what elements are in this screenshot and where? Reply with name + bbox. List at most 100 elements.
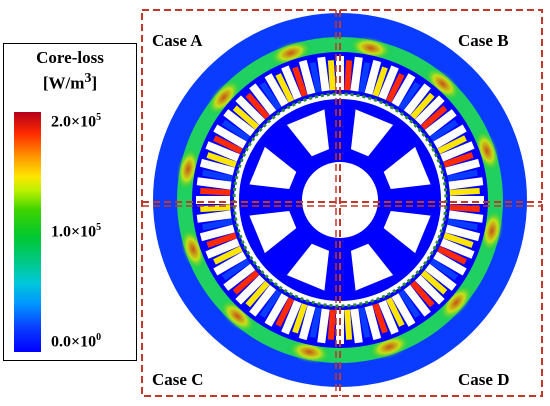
stator-slot — [223, 109, 256, 137]
stator-slot — [213, 251, 247, 276]
stator-tooth — [344, 309, 353, 340]
stator-tooth — [213, 135, 243, 155]
stator-slot — [298, 59, 316, 95]
stator-tooth — [358, 62, 371, 93]
stator-tooth — [410, 280, 435, 308]
stator-slot — [281, 65, 302, 100]
stator-tooth — [221, 258, 251, 281]
stator-slot — [249, 83, 277, 116]
stator-slot — [391, 293, 416, 327]
stator-tooth — [420, 270, 448, 295]
stator-tooth — [372, 303, 388, 334]
stator-tooth — [275, 297, 295, 327]
stator-slot — [298, 305, 316, 341]
rotor-cavity — [249, 146, 297, 190]
yoke-hotspot — [439, 284, 473, 321]
stator-slot — [213, 124, 247, 149]
stator-slot — [364, 305, 382, 341]
stator-tooth — [292, 303, 308, 334]
case-d-label: Case D — [458, 370, 509, 389]
rotor-cavities — [249, 109, 431, 291]
stator-slot — [378, 300, 399, 335]
stator-slot — [414, 274, 445, 305]
stator-tooth — [385, 297, 405, 327]
legend-title: Core-loss — [36, 48, 104, 67]
stator-tooth — [449, 187, 480, 196]
stator-slot — [205, 141, 240, 162]
stator-slot — [249, 284, 277, 317]
stator-tooth — [398, 289, 421, 319]
stator-tooth — [292, 66, 308, 97]
stator-tooth — [245, 92, 270, 120]
stator-tooth — [443, 232, 474, 248]
stator-tooth — [206, 152, 237, 168]
stator-slot — [350, 56, 363, 92]
stator-tooth — [309, 307, 322, 338]
stator-slots — [196, 56, 484, 344]
stator-slot — [424, 109, 457, 137]
rotor-cavity — [383, 146, 431, 190]
stator-slot — [440, 141, 475, 162]
stator-slot — [264, 73, 289, 107]
case-b-label: Case B — [458, 31, 509, 50]
stator-slot — [199, 158, 235, 176]
stator-slot — [317, 56, 330, 92]
stator-slot — [391, 73, 416, 107]
rotor-cavity — [286, 109, 330, 157]
stator-slot — [414, 95, 445, 126]
case-a-label: Case A — [152, 31, 203, 50]
stator-teeth — [200, 60, 480, 340]
stator-tooth — [385, 73, 405, 103]
stator-tooth — [398, 81, 421, 111]
stator-slot — [403, 83, 431, 116]
stator-tooth — [447, 218, 478, 231]
rotor-cavity — [249, 210, 297, 254]
legend-tick-mid: 1.0×105 — [51, 222, 102, 241]
rotor-cavity — [286, 243, 330, 291]
stator-tooth — [259, 289, 282, 319]
stator-slot — [235, 274, 266, 305]
stator-tooth — [327, 309, 336, 340]
stator-slot — [433, 124, 467, 149]
stator-slot — [364, 59, 382, 95]
stator-slot — [378, 65, 399, 100]
stator-tooth — [447, 169, 478, 182]
stator-tooth — [358, 307, 371, 338]
stator-slot — [445, 158, 481, 176]
stator-tooth — [213, 245, 243, 265]
legend-tick-min: 0.0×100 — [51, 332, 102, 351]
motor-core-loss-map: Case A Case B Case C Case D — [141, 9, 543, 397]
stator — [153, 13, 527, 387]
stator-tooth — [420, 105, 448, 130]
stator-slot — [264, 293, 289, 327]
case-c-label: Case C — [152, 370, 203, 389]
stator-slot — [205, 238, 240, 259]
stator-slot — [440, 238, 475, 259]
stator-slot — [235, 95, 266, 126]
stator-slot — [424, 263, 457, 291]
stator-tooth — [232, 270, 260, 295]
stator-slot — [403, 284, 431, 317]
stator-tooth — [309, 62, 322, 93]
stator-tooth — [202, 169, 233, 182]
stator-slot — [350, 308, 363, 344]
stator-slot — [448, 210, 484, 223]
stator-slot — [196, 210, 232, 223]
stator-tooth — [429, 119, 459, 142]
stator-tooth — [202, 218, 233, 231]
stator-tooth — [372, 66, 388, 97]
quadrant-dividers — [141, 9, 543, 397]
stator-slot — [281, 300, 302, 335]
legend-tick-max: 2.0×105 — [51, 112, 102, 131]
stator-slot — [196, 177, 232, 190]
stator-slot — [199, 224, 235, 242]
stator-slot — [448, 177, 484, 190]
stator-slot — [336, 310, 344, 344]
yoke-hotspot — [219, 299, 256, 333]
stator-tooth — [200, 187, 231, 196]
stator-tooth — [410, 92, 435, 120]
stator-tooth — [259, 81, 282, 111]
legend-unit: [W/m3] — [42, 70, 98, 93]
stator-tooth — [437, 135, 467, 155]
stator-tooth — [429, 258, 459, 281]
